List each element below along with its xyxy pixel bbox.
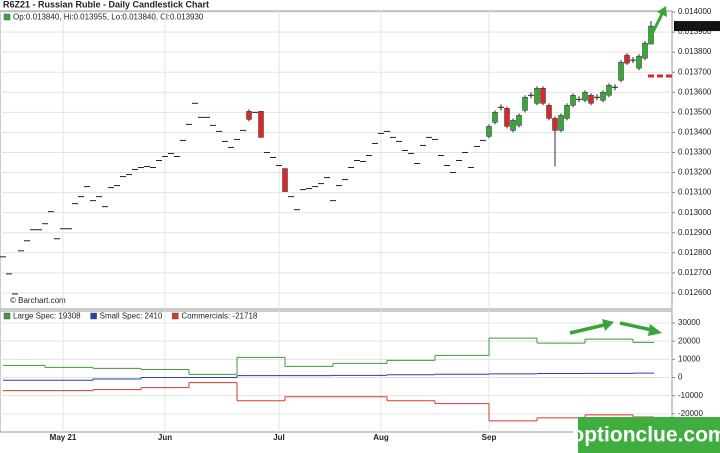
y-tick-label: 20000 <box>678 336 701 345</box>
y-tick-label: -10000 <box>678 391 703 400</box>
x-tick-label: Jun <box>158 433 172 442</box>
candle-body <box>642 42 648 59</box>
candle-body <box>636 55 642 69</box>
candle-body <box>282 168 288 192</box>
candle-body <box>246 111 252 120</box>
y-tick-label: 0.012700 <box>678 268 712 277</box>
y-tick-label: 0.013900 <box>678 27 712 36</box>
candle-body <box>540 88 546 104</box>
y-tick-label: 0.013000 <box>678 208 712 217</box>
chart-title: R6Z21 - Russian Ruble - Daily Candlestic… <box>3 0 209 9</box>
annotation-arrow <box>648 13 664 39</box>
candle-body <box>492 112 498 123</box>
candle-body <box>516 115 522 126</box>
watermark-box <box>578 417 720 453</box>
y-tick-label: -20000 <box>678 409 703 418</box>
x-tick-label: May 21 <box>50 433 77 442</box>
price-panel <box>0 10 673 310</box>
y-tick-label: 0.012600 <box>678 288 712 297</box>
candle-body <box>606 84 612 96</box>
y-tick-label: 0.014000 <box>678 7 712 16</box>
candle-body <box>600 92 606 101</box>
legend-label: Commercials: -21718 <box>181 312 258 321</box>
candle-body <box>504 108 510 127</box>
x-tick-label: Aug <box>373 433 389 442</box>
candle-body <box>258 111 264 138</box>
last-price-tag <box>674 21 720 32</box>
candle-body <box>618 61 624 81</box>
annotation-arrowhead <box>657 6 667 17</box>
y-tick-label: 0.013100 <box>678 188 712 197</box>
legend-swatch <box>3 13 11 21</box>
y-tick-label: 10000 <box>678 354 701 363</box>
y-tick-label: 0.013300 <box>678 148 712 157</box>
candle-body <box>588 95 594 104</box>
candle-body <box>534 88 540 104</box>
marks: 0.012600 0.012700 0.012800 0.012900 0.013000… <box>0 7 720 442</box>
x-tick-label: Sep <box>482 433 497 442</box>
cot-panel <box>0 310 673 433</box>
y-tick-label: 0.013600 <box>678 87 712 96</box>
y-tick-label: 0 <box>678 373 683 382</box>
candle-body <box>558 115 564 131</box>
legend-swatch <box>172 312 179 320</box>
candle-body <box>582 92 588 101</box>
y-tick-label: 30000 <box>678 318 701 327</box>
y-tick-label: 0.013700 <box>678 67 712 76</box>
annotation-arrow <box>569 323 605 335</box>
legend-swatch <box>3 312 11 320</box>
candle-body <box>522 97 528 111</box>
annotation-arrowhead <box>648 324 662 336</box>
candle-body <box>570 95 576 106</box>
y-tick-label: 0.013200 <box>678 168 712 177</box>
y-tick-label: 0.012900 <box>678 228 712 237</box>
y-tick-label: 0.013400 <box>678 128 712 137</box>
y-tick-label: 0.013800 <box>678 47 712 56</box>
credit: © Barchart.com <box>10 296 66 305</box>
annotation-arrowhead <box>602 319 614 331</box>
candle-body <box>546 105 552 119</box>
legend-label: Small Spec: 2410 <box>100 312 163 321</box>
legend-label: Large Spec: 19308 <box>13 312 81 321</box>
candle-body <box>552 118 558 131</box>
candle-body <box>624 54 630 64</box>
x-tick-label: Jul <box>273 433 285 442</box>
annotation-arrow <box>619 321 653 332</box>
y-tick-label: 0.013500 <box>678 107 712 116</box>
y-tick-label: 0.012800 <box>678 248 712 257</box>
last-price-label: 0.013930 <box>677 21 711 30</box>
candle-body <box>510 120 516 131</box>
legend-swatch <box>90 312 97 320</box>
watermark: optionclue.com <box>571 424 720 447</box>
candle-body <box>564 105 570 119</box>
ohlc-legend: Op:0.013840, Hi:0.013955, Lo:0.013840, C… <box>13 13 204 22</box>
candle-body <box>486 126 492 137</box>
